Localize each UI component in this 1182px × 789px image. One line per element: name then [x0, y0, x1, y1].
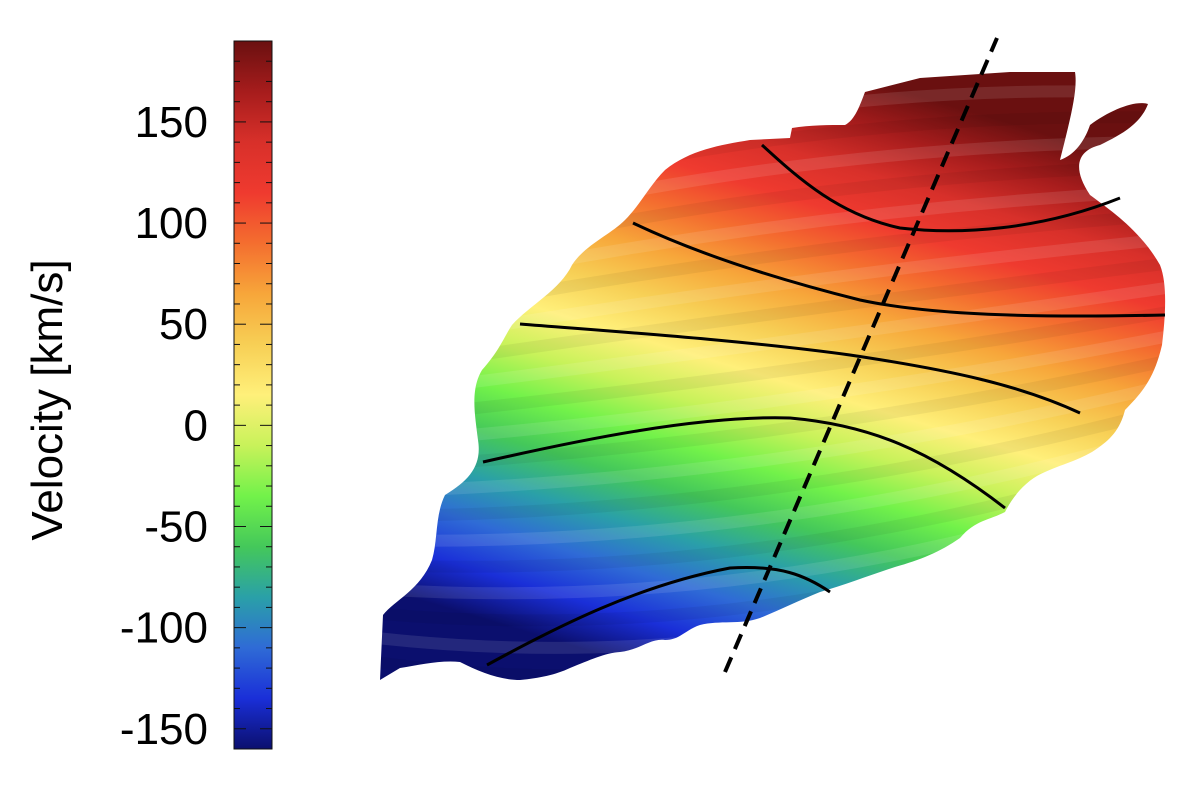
iso-velocity-band — [380, 304, 1166, 426]
iso-velocity-band — [380, 424, 1166, 547]
contour-line — [482, 416, 1006, 510]
colorbar-tick-label: -100 — [120, 604, 208, 653]
colorbar-tick-label: -150 — [120, 705, 208, 754]
colorbar-label: Velocity [km/s] — [23, 259, 72, 540]
iso-velocity-band — [380, 328, 1166, 450]
colorbar-bar — [233, 40, 273, 750]
iso-velocity-band — [380, 280, 1166, 402]
iso-velocity-band — [380, 400, 1166, 522]
contour-line — [486, 565, 831, 667]
contour-line — [632, 221, 1166, 318]
contour-line — [519, 322, 1081, 415]
kinematic-axis-line — [723, 37, 999, 673]
colorbar-tick-label: -50 — [144, 502, 208, 551]
colorbar-tick-label: 100 — [135, 199, 208, 248]
colorbar-tick-label: 150 — [135, 98, 208, 147]
velocity-field — [380, 37, 1166, 680]
velocity-contours — [482, 143, 1166, 667]
velocity-field-image — [380, 72, 1166, 680]
colorbar-tick-label: 50 — [159, 300, 208, 349]
colorbar-ticks: 150 100 50 0 -50 -100 -150 — [120, 40, 272, 754]
contour-line — [760, 143, 1121, 233]
colorbar-tick-label: 0 — [184, 401, 208, 450]
colorbar: 150 100 50 0 -50 -100 -150 Velocity [km/s] — [23, 40, 273, 754]
iso-velocity-band — [380, 664, 1166, 680]
iso-velocity-band — [380, 352, 1166, 474]
iso-velocity-band — [380, 376, 1166, 498]
